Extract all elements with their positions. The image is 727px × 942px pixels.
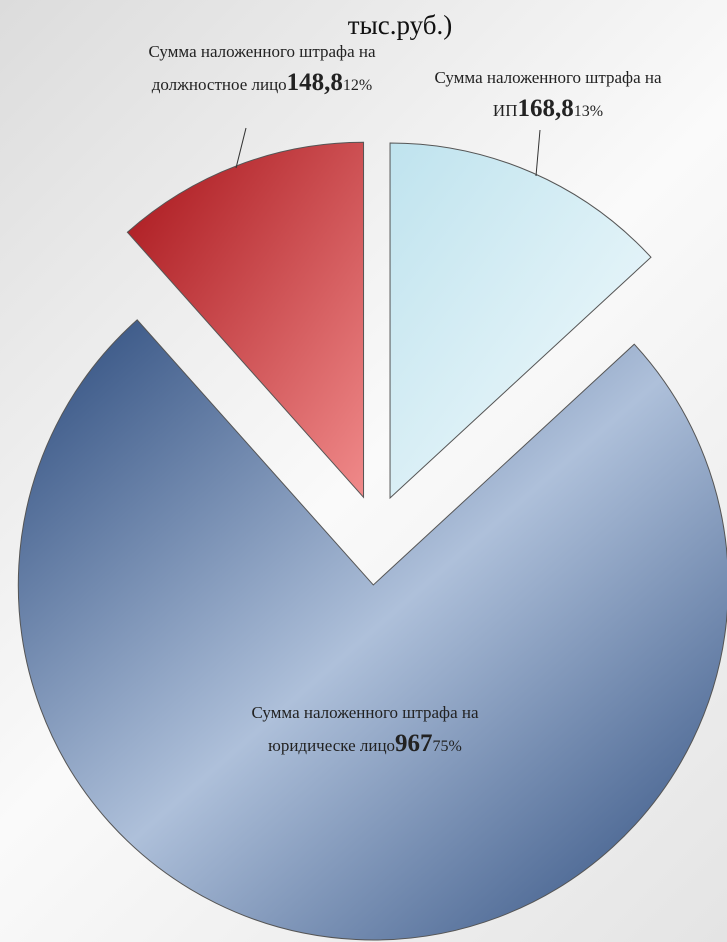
category: Сумма наложенного штрафа на юридическе л…: [251, 703, 479, 755]
value-label: 168,8: [517, 95, 574, 122]
chart-title: тыс.руб.): [347, 10, 453, 40]
leader-line: [535, 129, 541, 177]
pie-slice: [126, 141, 365, 499]
category: Сумма наложенного штрафа на должностное …: [148, 42, 376, 94]
slice-label: Сумма наложенного штрафа на ИП168,813%: [398, 62, 698, 127]
slice-label: Сумма наложенного штрафа на юридическе л…: [215, 697, 515, 762]
value-label: 967: [395, 730, 433, 757]
percent-label: 75%: [432, 738, 462, 755]
category: Сумма наложенного штрафа на ИП: [434, 68, 662, 120]
value-label: 148,8: [286, 69, 343, 96]
leader-line: [235, 127, 247, 169]
pie-slice: [389, 142, 652, 500]
percent-label: 13%: [573, 103, 604, 120]
pie-slice: [17, 319, 727, 941]
percent-label: 12%: [342, 77, 373, 94]
slice-label: Сумма наложенного штрафа на должностное …: [128, 36, 396, 101]
